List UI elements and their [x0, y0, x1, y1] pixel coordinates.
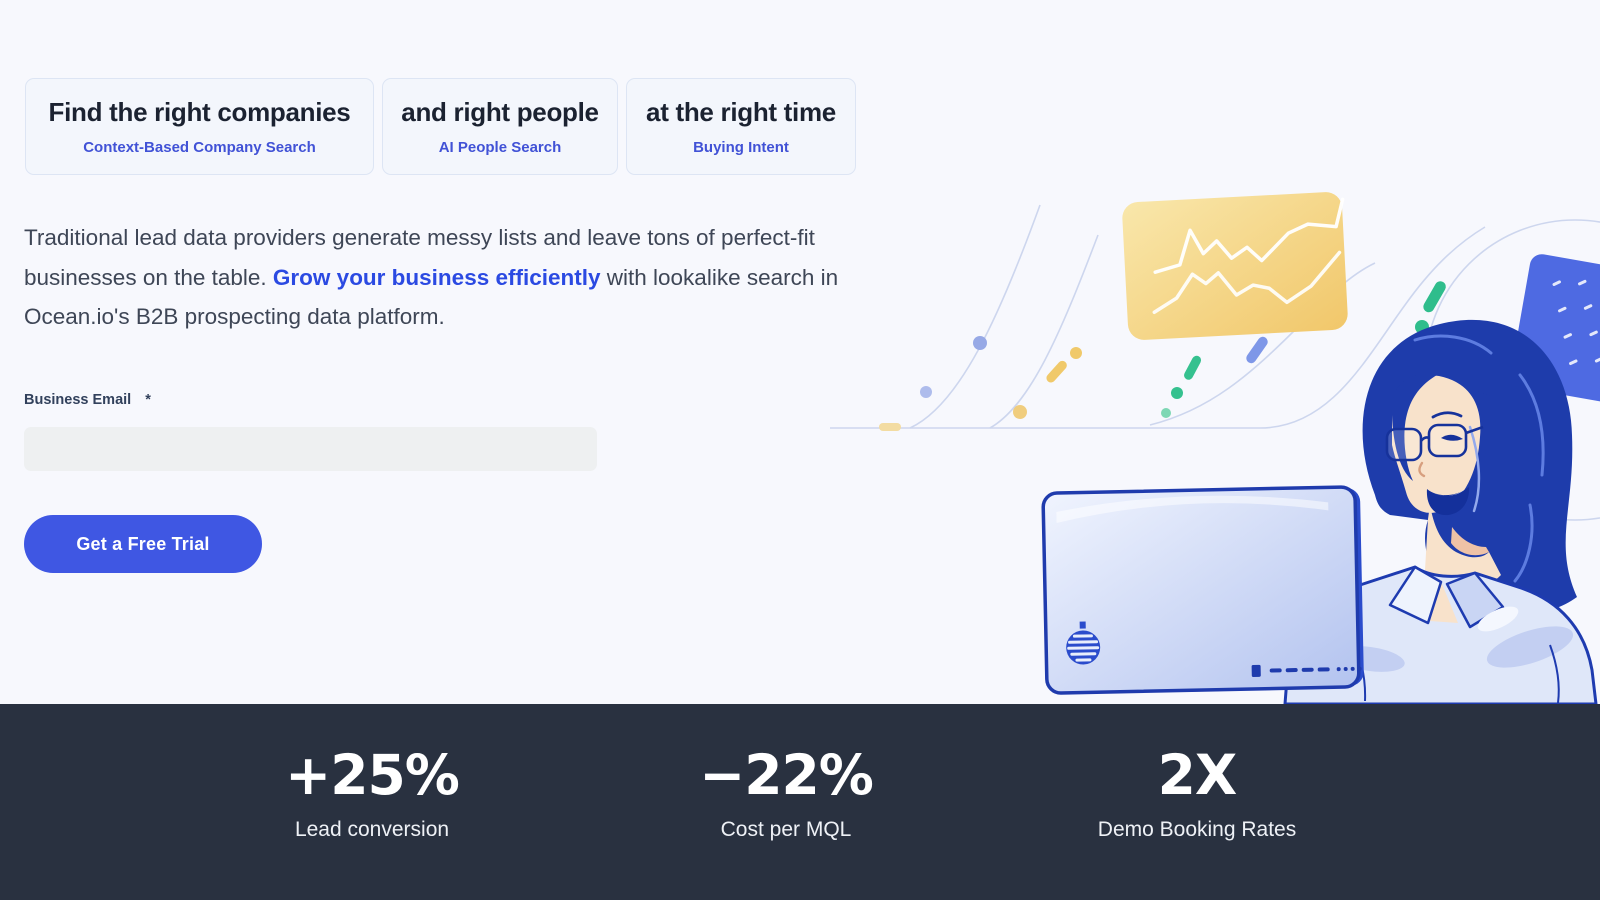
monitor-ports	[1251, 664, 1362, 677]
stat-demo-booking: 2X Demo Booking Rates	[1098, 748, 1296, 842]
intro-text-before: Traditional lead data providers generate…	[24, 225, 815, 290]
stats-band: +25% Lead conversion −22% Cost per MQL 2…	[0, 704, 1600, 900]
email-field[interactable]	[24, 427, 597, 471]
feature-card-subtitle: AI People Search	[438, 139, 562, 156]
face	[1392, 375, 1481, 513]
required-asterisk: *	[145, 392, 151, 408]
person-illustration	[1283, 319, 1598, 704]
network-curves	[830, 204, 1600, 521]
glasses	[1385, 423, 1484, 462]
monitor	[1041, 485, 1364, 695]
collar-left	[1388, 565, 1443, 625]
feature-card-buying-intent[interactable]: at the right time Buying Intent	[626, 78, 856, 175]
grow-business-link[interactable]: Grow your business efficiently	[272, 264, 601, 290]
monitor-back	[1041, 485, 1361, 695]
eye	[1441, 434, 1463, 441]
stat-cost-per-mql: −22% Cost per MQL	[699, 743, 874, 842]
collar-right	[1445, 571, 1505, 629]
monitor-stand	[1176, 593, 1220, 693]
feature-card-company-search[interactable]: Find the right companies Context-Based C…	[25, 78, 374, 175]
intro-text-after: with lookalike search in Ocean.io's B2B …	[24, 264, 839, 330]
hair-front	[1391, 373, 1437, 481]
stat-value: 2X	[1157, 743, 1238, 807]
ocean-logo	[1066, 621, 1101, 665]
stat-label: Demo Booking Rates	[1097, 818, 1297, 841]
free-trial-button[interactable]: Get a Free Trial	[24, 515, 262, 573]
hair-back	[1362, 319, 1577, 616]
business-email-label: Business Email *	[24, 392, 151, 408]
chart-card	[1122, 192, 1348, 340]
smile	[1426, 487, 1470, 516]
stat-label: Lead conversion	[294, 818, 450, 841]
stat-value: +25%	[285, 743, 460, 807]
stat-value: −22%	[699, 743, 874, 807]
stat-lead-conversion: +25% Lead conversion	[285, 743, 460, 842]
feature-card-title: at the right time	[646, 97, 836, 127]
intro-paragraph: Traditional lead data providers generate…	[24, 218, 896, 337]
shirt	[1283, 565, 1598, 704]
network-dots	[879, 281, 1446, 434]
feature-card-people-search[interactable]: and right people AI People Search	[382, 78, 618, 175]
feature-cards: Find the right companies Context-Based C…	[25, 78, 856, 175]
feature-card-subtitle: Context-Based Company Search	[83, 139, 316, 156]
data-card	[1510, 254, 1600, 405]
hero-illustration	[830, 192, 1600, 704]
neck	[1424, 505, 1501, 595]
feature-card-title: Find the right companies	[48, 97, 351, 127]
feature-card-title: and right people	[401, 97, 599, 127]
feature-card-subtitle: Buying Intent	[693, 139, 789, 156]
stat-label: Cost per MQL	[720, 818, 852, 841]
